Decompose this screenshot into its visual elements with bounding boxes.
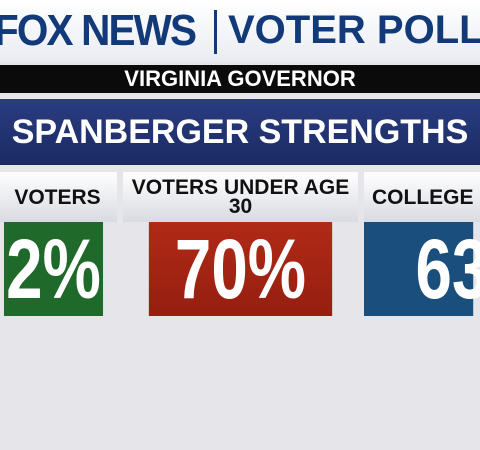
logo: FOX NEWS bbox=[0, 6, 197, 55]
headline: SPANBERGER STRENGTHS bbox=[0, 99, 480, 165]
card: VOTERS 2% bbox=[0, 172, 117, 316]
card-value: 63 bbox=[364, 222, 480, 316]
separator bbox=[214, 10, 217, 54]
card-label: VOTERS UNDER AGE 30 bbox=[123, 172, 358, 222]
race-bar: VIRGINIA GOVERNOR bbox=[0, 65, 480, 93]
header-bar: FOX NEWS VOTER POLL bbox=[0, 0, 480, 62]
card-value: 70% bbox=[148, 222, 333, 316]
header-title: VOTER POLL bbox=[228, 8, 480, 52]
card: COLLEGE 63 bbox=[364, 172, 480, 316]
card-label: COLLEGE bbox=[364, 172, 480, 222]
card: VOTERS UNDER AGE 30 70% bbox=[123, 172, 358, 316]
card-label: VOTERS bbox=[0, 172, 117, 222]
card-value: 2% bbox=[3, 222, 104, 316]
